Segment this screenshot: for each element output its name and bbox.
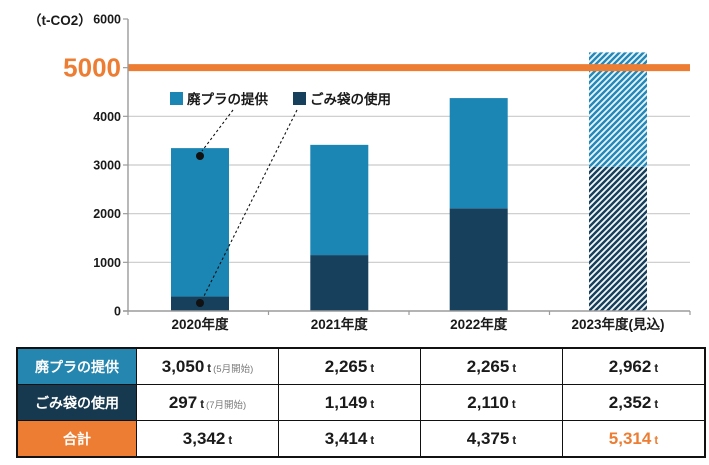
bar-segment [449, 98, 508, 209]
y-tick-label: 1000 [93, 256, 121, 270]
cell-value: 2,265 [466, 356, 510, 376]
cell-2021-haipura: 2,265 t [278, 347, 421, 385]
cell-2022-gomibukuro: 2,110 t [420, 384, 563, 421]
cell-value: 2,265 [324, 356, 368, 376]
axes [123, 18, 691, 315]
bar-segment [171, 148, 229, 297]
cell-unit: t [228, 434, 233, 447]
cell-unit: t [512, 434, 517, 447]
x-tick-label: 2020年度 [171, 316, 229, 332]
cell-2022-haipura: 2,265 t [420, 347, 563, 385]
cell-2020-haipura: 3,050 t (5月開始) [136, 347, 279, 385]
axis-labels: 2020年度 2021年度 2022年度 2023年度(見込) 0 1000 2000 300… [28, 13, 665, 333]
cell-note: (7月開始) [206, 399, 247, 411]
cell-value: 5,314 [608, 428, 652, 448]
cell-2023-haipura: 2,962 t [562, 347, 706, 385]
bar-segment [589, 166, 647, 311]
cell-value: 3,050 [161, 356, 205, 376]
cell-2021-gomibukuro: 1,149 t [278, 384, 421, 421]
cell-2023-gomibukuro: 2,352 t [562, 384, 706, 421]
y-tick-label: 4000 [93, 110, 121, 124]
x-tick-label: 2021年度 [311, 316, 369, 332]
cell-value: 3,414 [324, 428, 368, 448]
cell-note: (5月開始) [213, 363, 254, 375]
cell-unit: t [512, 362, 517, 375]
cell-value: 2,110 [467, 392, 509, 412]
table-row-total: 合計 3,342 t 3,414 t 4,375 t 5,314 t [16, 420, 706, 458]
y-tick-label: 2000 [93, 207, 121, 221]
callout-dotted-line [202, 109, 298, 299]
legend-swatch [293, 92, 306, 105]
y-tick-label: 0 [114, 305, 121, 319]
cell-unit: t [207, 362, 212, 375]
callout-dotted-line [201, 109, 234, 152]
cell-unit: t [654, 434, 659, 447]
cell-2022-total: 4,375 t [420, 420, 563, 458]
legend: 廃プラの提供 ごみ袋の使用 [170, 91, 391, 107]
cell-value: 2,352 [608, 392, 652, 412]
bars [171, 52, 647, 311]
y-tick-label: 3000 [93, 159, 121, 173]
row-header-total: 合計 [16, 420, 137, 458]
legend-callouts [196, 109, 298, 307]
row-header-gomibukuro: ごみ袋の使用 [16, 384, 137, 421]
cell-unit: t [370, 362, 375, 375]
callout-dot [196, 299, 204, 307]
cell-unit: t [370, 398, 375, 411]
bar-segment [310, 144, 369, 256]
stacked-bar-chart: 2020年度 2021年度 2022年度 2023年度(見込) 0 1000 2000 300… [28, 13, 691, 333]
cell-unit: t [654, 362, 659, 375]
y-tick-label: 6000 [93, 13, 121, 27]
cell-unit: t [370, 434, 375, 447]
legend-label: 廃プラの提供 [187, 91, 268, 107]
cell-value: 3,342 [182, 428, 226, 448]
target-5000-label: 5000 [63, 53, 121, 83]
cell-unit: t [200, 398, 205, 411]
cell-2020-gomibukuro: 297 t (7月開始) [136, 384, 279, 421]
bar-segment [449, 208, 508, 311]
cell-2021-total: 3,414 t [278, 420, 421, 458]
cell-2020-total: 3,342 t [136, 420, 279, 458]
data-table: 廃プラの提供 3,050 t (5月開始) 2,265 t 2,265 t 2,962 t… [16, 347, 706, 458]
cell-unit: t [654, 398, 659, 411]
x-tick-label: 2023年度(見込) [571, 316, 664, 332]
x-tick-label: 2022年度 [450, 316, 508, 332]
legend-label: ごみ袋の使用 [310, 91, 391, 107]
cell-value: 4,375 [466, 428, 510, 448]
table-row-haipura: 廃プラの提供 3,050 t (5月開始) 2,265 t 2,265 t 2,962 t [16, 347, 706, 385]
bar-segment [589, 52, 647, 167]
row-header-haipura: 廃プラの提供 [16, 347, 137, 385]
legend-swatch [170, 92, 183, 105]
cell-value: 1,149 [324, 392, 368, 412]
table-row-gomibukuro: ごみ袋の使用 297 t (7月開始) 1,149 t 2,110 t 2,352 t [16, 384, 706, 421]
callout-dot [196, 152, 204, 160]
cell-2023-total: 5,314 t [562, 420, 706, 458]
y-axis-unit-label: （t-CO2） [28, 13, 92, 28]
cell-unit: t [511, 398, 516, 411]
bar-segment [310, 255, 369, 311]
cell-value: 2,962 [608, 356, 652, 376]
cell-value: 297 [168, 392, 198, 412]
